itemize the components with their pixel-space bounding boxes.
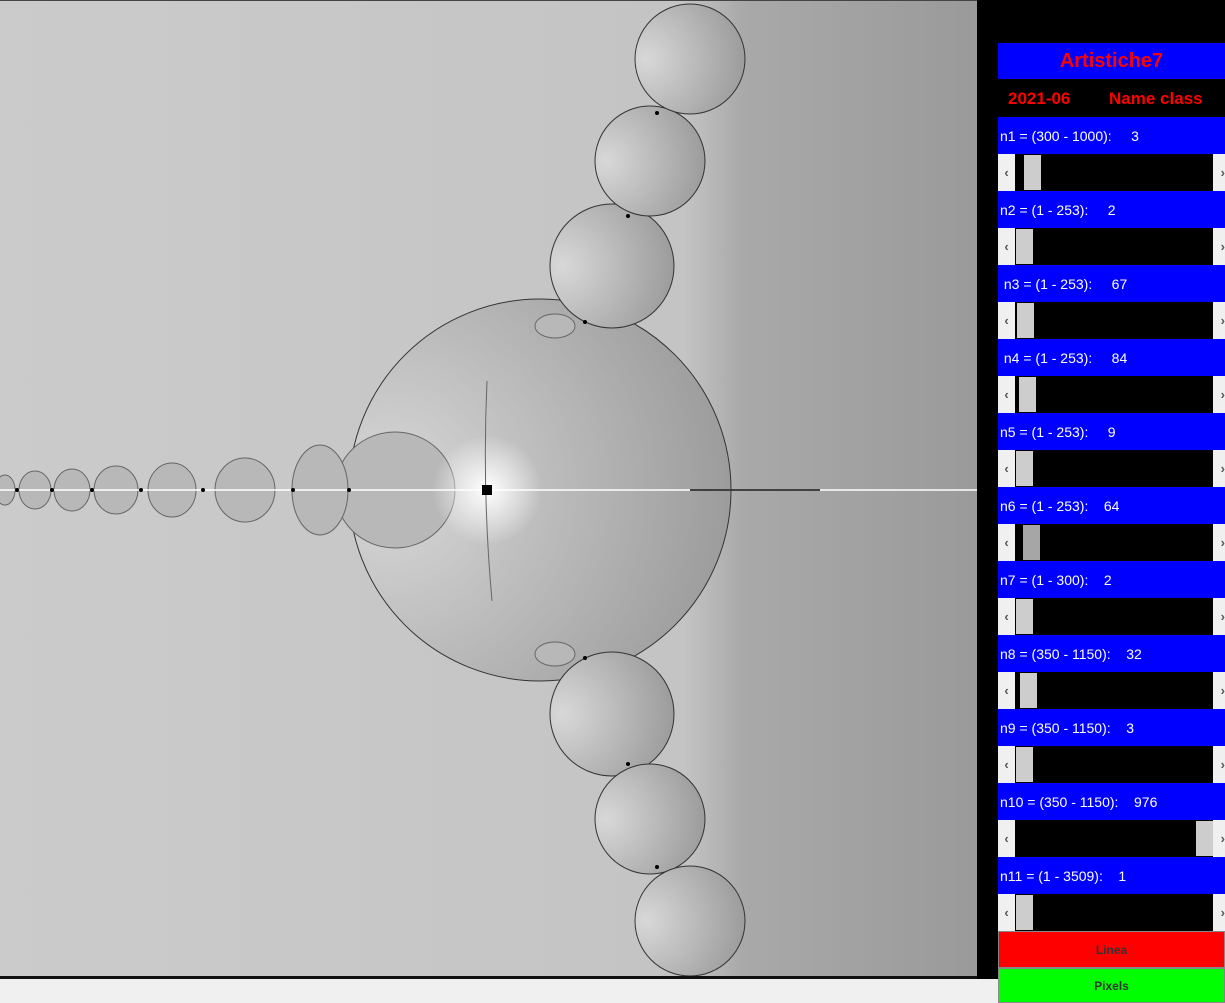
scroll-left-arrow-icon[interactable]: ‹: [998, 376, 1015, 413]
canvas-border: [0, 976, 977, 979]
scrollbar-thumb[interactable]: [1020, 673, 1038, 708]
fractal-canvas[interactable]: [0, 0, 977, 978]
param-label-n9: n9 = (350 - 1150): 3: [998, 709, 1225, 746]
param-label-n2: n2 = (1 - 253): 2: [998, 191, 1225, 228]
app-title: Artistiche7: [998, 43, 1225, 79]
param-label-n11: n11 = (1 - 3509): 1: [998, 857, 1225, 894]
param-scrollbar-n4[interactable]: ‹ ›: [998, 376, 1225, 413]
scrollbar-thumb[interactable]: [1024, 155, 1042, 190]
scroll-left-arrow-icon[interactable]: ‹: [998, 746, 1015, 783]
param-label-n5: n5 = (1 - 253): 9: [998, 413, 1225, 450]
scroll-left-arrow-icon[interactable]: ‹: [998, 672, 1015, 709]
scrollbar-thumb[interactable]: [1022, 525, 1040, 560]
scrollbar-thumb[interactable]: [1196, 821, 1213, 856]
param-label-n7: n7 = (1 - 300): 2: [998, 561, 1225, 598]
scroll-right-arrow-icon[interactable]: ›: [1213, 746, 1225, 783]
param-scrollbar-n1[interactable]: ‹ ›: [998, 154, 1225, 191]
scroll-right-arrow-icon[interactable]: ›: [1213, 228, 1225, 265]
scrollbar-thumb[interactable]: [1016, 895, 1034, 930]
param-scrollbar-n5[interactable]: ‹ ›: [998, 450, 1225, 487]
param-scrollbar-n6[interactable]: ‹ ›: [998, 524, 1225, 561]
scroll-right-arrow-icon[interactable]: ›: [1213, 894, 1225, 931]
date-label: 2021-06: [1008, 89, 1071, 108]
scroll-left-arrow-icon[interactable]: ‹: [998, 894, 1015, 931]
scroll-left-arrow-icon[interactable]: ‹: [998, 228, 1015, 265]
scrollbar-thumb[interactable]: [1016, 747, 1034, 782]
scroll-right-arrow-icon[interactable]: ›: [1213, 672, 1225, 709]
param-scrollbar-n10[interactable]: ‹ ›: [998, 820, 1225, 857]
param-label-n10: n10 = (350 - 1150): 976: [998, 783, 1225, 820]
param-label-n4: n4 = (1 - 253): 84: [998, 339, 1225, 376]
scroll-left-arrow-icon[interactable]: ‹: [998, 820, 1015, 857]
info-row: 2021-06 Name class: [998, 79, 1225, 117]
linea-button[interactable]: Linea: [998, 931, 1225, 968]
param-scrollbar-n7[interactable]: ‹ ›: [998, 598, 1225, 635]
scrollbar-thumb[interactable]: [1016, 451, 1034, 486]
scroll-right-arrow-icon[interactable]: ›: [1213, 376, 1225, 413]
param-label-n6: n6 = (1 - 253): 64: [998, 487, 1225, 524]
param-label-n8: n8 = (350 - 1150): 32: [998, 635, 1225, 672]
fractal-image: [0, 1, 977, 978]
scroll-right-arrow-icon[interactable]: ›: [1213, 598, 1225, 635]
param-label-n1: n1 = (300 - 1000): 3: [998, 117, 1225, 154]
param-scrollbar-n8[interactable]: ‹ ›: [998, 672, 1225, 709]
scroll-right-arrow-icon[interactable]: ›: [1213, 450, 1225, 487]
scroll-left-arrow-icon[interactable]: ‹: [998, 598, 1015, 635]
param-scrollbar-n9[interactable]: ‹ ›: [998, 746, 1225, 783]
param-scrollbar-n3[interactable]: ‹ ›: [998, 302, 1225, 339]
param-scrollbar-n11[interactable]: ‹ ›: [998, 894, 1225, 931]
scroll-right-arrow-icon[interactable]: ›: [1213, 524, 1225, 561]
scroll-left-arrow-icon[interactable]: ‹: [998, 302, 1015, 339]
scrollbar-thumb[interactable]: [1018, 377, 1036, 412]
param-scrollbar-n2[interactable]: ‹ ›: [998, 228, 1225, 265]
param-label-n3: n3 = (1 - 253): 67: [998, 265, 1225, 302]
scroll-right-arrow-icon[interactable]: ›: [1213, 820, 1225, 857]
scroll-left-arrow-icon[interactable]: ‹: [998, 450, 1015, 487]
panel-gap: [977, 979, 998, 1003]
scroll-left-arrow-icon[interactable]: ‹: [998, 524, 1015, 561]
scrollbar-thumb[interactable]: [1016, 229, 1034, 264]
scroll-right-arrow-icon[interactable]: ›: [1213, 302, 1225, 339]
scroll-right-arrow-icon[interactable]: ›: [1213, 154, 1225, 191]
scrollbar-thumb[interactable]: [1016, 303, 1034, 338]
name-class-label: Name class: [1109, 89, 1203, 108]
scrollbar-thumb[interactable]: [1016, 599, 1034, 634]
pixels-button[interactable]: Pixels: [998, 968, 1225, 1003]
scroll-left-arrow-icon[interactable]: ‹: [998, 154, 1015, 191]
